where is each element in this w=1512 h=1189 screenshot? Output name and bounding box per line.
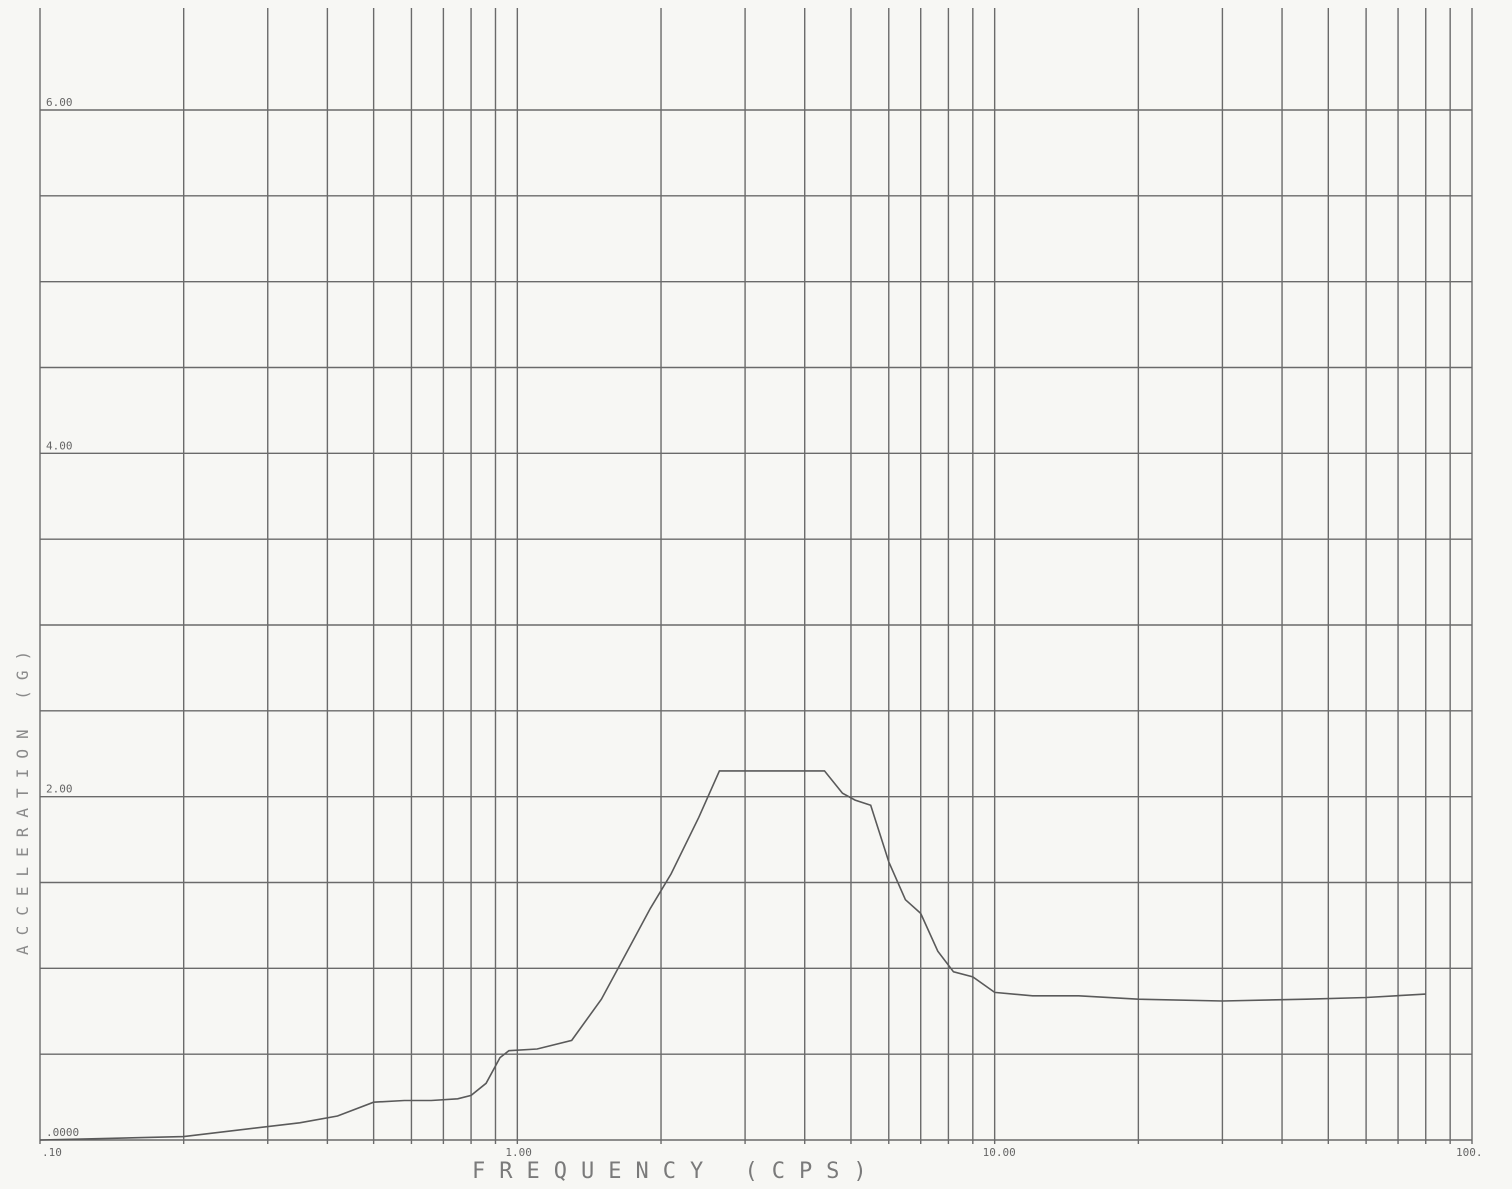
y-tick-label: 2.00 bbox=[46, 783, 73, 796]
y-axis-label: ACCELERATION (G) bbox=[13, 641, 32, 955]
y-tick-label: 4.00 bbox=[46, 439, 73, 452]
y-tick-label: 6.00 bbox=[46, 96, 73, 109]
curve-layer bbox=[39, 770, 1426, 1141]
grid bbox=[39, 8, 1473, 1144]
x-tick-label: 1.00 bbox=[505, 1146, 532, 1159]
x-tick-label: 100. bbox=[1456, 1146, 1483, 1159]
x-tick-label: .10 bbox=[42, 1146, 62, 1159]
x-tick-labels: .10 1.00 10.00 100. bbox=[42, 1146, 1483, 1159]
x-axis-label: FREQUENCY (CPS) bbox=[472, 1159, 881, 1184]
series-line bbox=[39, 770, 1426, 1141]
y-tick-labels: .0000 2.00 4.00 6.00 bbox=[46, 96, 79, 1139]
x-tick-label: 10.00 bbox=[983, 1146, 1016, 1159]
y-tick-label: .0000 bbox=[46, 1126, 79, 1139]
